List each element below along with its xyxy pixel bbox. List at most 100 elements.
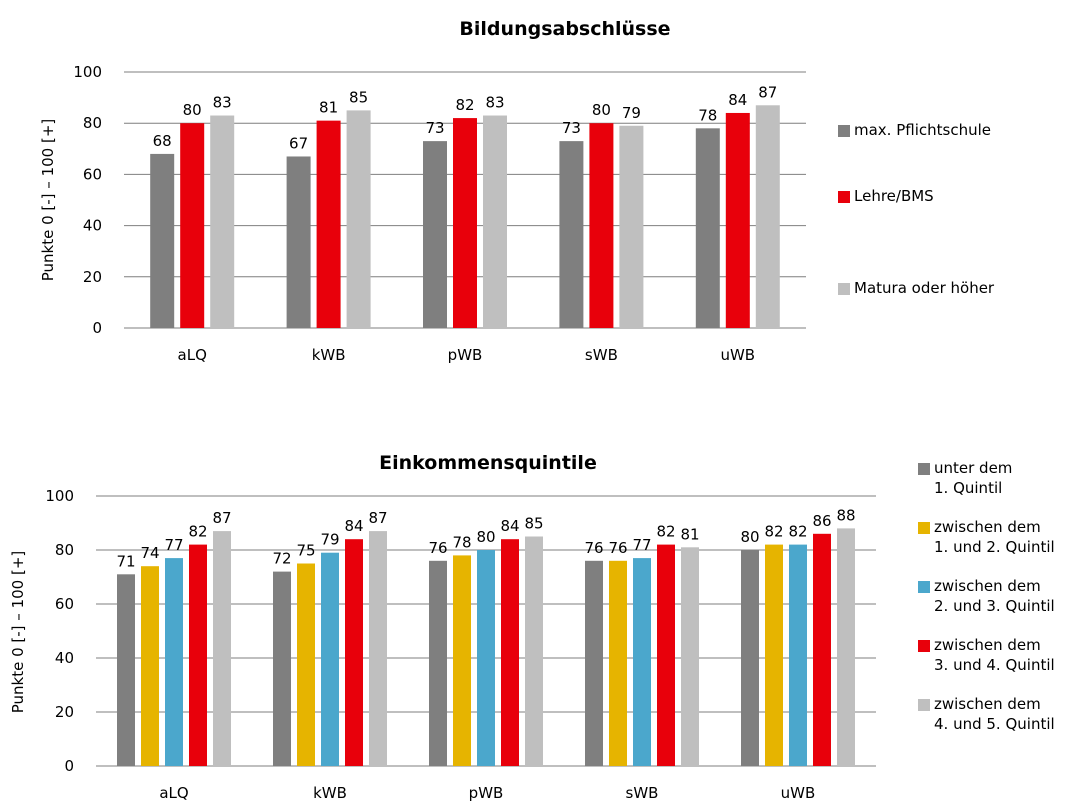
- bar: [297, 563, 315, 766]
- data-label: 88: [836, 506, 855, 524]
- bar: [180, 123, 205, 328]
- legend-swatch: [918, 640, 930, 652]
- data-label: 85: [349, 88, 368, 106]
- bar: [429, 560, 447, 766]
- data-label: 75: [296, 542, 315, 560]
- data-label: 87: [758, 83, 777, 101]
- x-tick-label: uWB: [781, 784, 816, 802]
- bar: [210, 115, 235, 329]
- bar: [681, 547, 699, 766]
- data-label: 80: [592, 101, 611, 119]
- data-label: 82: [764, 523, 783, 541]
- y-tick-label: 20: [83, 268, 102, 286]
- bar: [345, 539, 363, 766]
- legend-label: zwischen dem 4. und 5. Quintil: [934, 695, 1055, 733]
- data-label: 82: [188, 523, 207, 541]
- y-tick-label: 40: [55, 649, 74, 667]
- data-label: 72: [272, 550, 291, 568]
- bar: [525, 536, 543, 766]
- data-label: 84: [500, 517, 519, 535]
- legend-label: Matura oder höher: [854, 279, 995, 297]
- bar: [609, 560, 627, 766]
- bar: [477, 550, 495, 766]
- data-label: 76: [608, 539, 627, 557]
- data-label: 86: [812, 512, 831, 530]
- data-label: 85: [524, 515, 543, 533]
- bar-chart-svg: 0 20 40 60 80 100 68 80 83 aLQ 67 81 85 kWB 73 82 83 pWB 7…: [73, 63, 806, 364]
- data-label: 80: [476, 528, 495, 546]
- y-tick-label: 100: [45, 487, 74, 505]
- y-tick-label: 60: [83, 165, 102, 183]
- bar: [765, 544, 783, 766]
- data-label: 83: [485, 94, 504, 112]
- legend-label: zwischen dem 2. und 3. Quintil: [934, 577, 1055, 615]
- bar: [789, 544, 807, 766]
- bar: [316, 120, 341, 328]
- bar: [619, 125, 644, 328]
- y-tick-label: 20: [55, 703, 74, 721]
- x-tick-label: sWB: [626, 784, 659, 802]
- legend-label: Lehre/BMS: [854, 187, 934, 205]
- data-label: 68: [153, 132, 172, 150]
- x-tick-label: aLQ: [178, 346, 207, 364]
- x-tick-label: kWB: [312, 346, 346, 364]
- bar: [150, 153, 175, 328]
- data-label: 77: [632, 536, 651, 554]
- bar: [189, 544, 207, 766]
- bar: [141, 566, 159, 766]
- y-tick-label: 80: [55, 541, 74, 559]
- legend-swatch: [918, 463, 930, 475]
- y-tick-label: 60: [55, 595, 74, 613]
- legend-label: zwischen dem 1. und 2. Quintil: [934, 518, 1055, 556]
- data-label: 81: [680, 525, 699, 543]
- legend-label: max. Pflichtschule: [854, 121, 991, 139]
- data-label: 79: [622, 104, 641, 122]
- y-tick-label: 40: [83, 217, 102, 235]
- y-tick-label: 0: [92, 319, 102, 337]
- bar: [453, 555, 471, 766]
- bar: [213, 531, 231, 766]
- legend-label: zwischen dem 3. und 4. Quintil: [934, 636, 1055, 674]
- x-tick-label: sWB: [585, 346, 618, 364]
- data-label: 78: [452, 533, 471, 551]
- bar: [633, 558, 651, 766]
- legend-label: unter dem 1. Quintil: [934, 459, 1013, 497]
- x-tick-label: kWB: [313, 784, 347, 802]
- x-tick-label: pWB: [469, 784, 504, 802]
- bar: [165, 558, 183, 766]
- bar: [725, 112, 750, 329]
- y-tick-label: 100: [73, 63, 102, 81]
- data-label: 80: [740, 528, 759, 546]
- bar: [755, 105, 780, 328]
- bar: [837, 528, 855, 766]
- data-label: 80: [183, 101, 202, 119]
- bar: [813, 533, 831, 766]
- y-tick-label: 80: [83, 114, 102, 132]
- data-label: 87: [368, 509, 387, 527]
- legend-swatch: [838, 283, 850, 295]
- bar: [369, 531, 387, 766]
- legend-swatch: [918, 522, 930, 534]
- chart-title: Einkommensquintile: [379, 452, 597, 474]
- bar: [741, 550, 759, 766]
- bar-chart-svg: 0 20 40 60 80 100 71 74 77 82 87 aLQ 72 75 79 84 87 kWB 76…: [45, 487, 876, 802]
- x-tick-label: pWB: [448, 346, 483, 364]
- bar: [695, 128, 720, 328]
- legend-swatch: [838, 125, 850, 137]
- chart-bildungsabschluesse: Bildungsabschlüsse Punkte 0 [-] – 100 [+…: [0, 0, 1089, 380]
- bar: [559, 141, 584, 328]
- data-label: 73: [425, 119, 444, 137]
- legend-swatch: [838, 191, 850, 203]
- chart-einkommensquintile: Einkommensquintile Punkte 0 [-] – 100 [+…: [0, 440, 1089, 806]
- data-label: 73: [562, 119, 581, 137]
- data-label: 78: [698, 106, 717, 124]
- data-label: 82: [788, 523, 807, 541]
- bar: [585, 560, 603, 766]
- chart-title: Bildungsabschlüsse: [459, 18, 671, 40]
- legend-swatch: [918, 699, 930, 711]
- bar: [501, 539, 519, 766]
- data-label: 67: [289, 134, 308, 152]
- bar: [423, 141, 447, 328]
- data-label: 82: [656, 523, 675, 541]
- bar: [346, 110, 371, 329]
